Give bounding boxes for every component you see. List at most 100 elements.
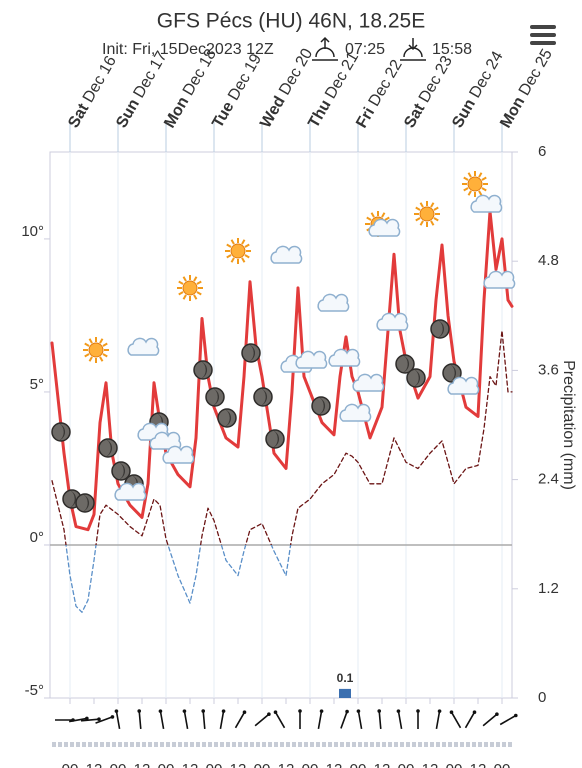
cloud bbox=[352, 373, 385, 392]
wind-cell bbox=[484, 742, 488, 747]
x-tick-label: 00 bbox=[302, 761, 319, 768]
wind-cell bbox=[490, 742, 494, 747]
wind-arrow bbox=[138, 710, 142, 730]
ray bbox=[226, 254, 232, 259]
wind-cell bbox=[406, 742, 410, 747]
moon-disk bbox=[253, 387, 273, 407]
ray bbox=[481, 176, 487, 181]
moon-disk bbox=[75, 493, 95, 513]
moon-shade bbox=[249, 344, 256, 362]
x-tick-label: 12 bbox=[278, 761, 295, 768]
ray bbox=[366, 216, 372, 221]
sun-core bbox=[467, 176, 483, 192]
x-tick-label: 12 bbox=[86, 761, 103, 768]
wind-cell bbox=[436, 742, 440, 747]
ray bbox=[419, 220, 424, 226]
day-date: Dec 19 bbox=[225, 51, 265, 103]
ray bbox=[88, 338, 93, 344]
ray bbox=[88, 356, 93, 362]
cloud bbox=[295, 350, 328, 369]
wind-head bbox=[416, 709, 420, 713]
wind-cell bbox=[274, 742, 278, 747]
ray bbox=[370, 212, 375, 218]
wind-cell bbox=[472, 742, 476, 747]
x-tick-label: 00 bbox=[350, 761, 367, 768]
ray bbox=[430, 202, 435, 208]
moon-icon bbox=[193, 360, 213, 380]
ray bbox=[467, 190, 472, 196]
wind-cell bbox=[376, 742, 380, 747]
x-tick-label: 00 bbox=[110, 761, 127, 768]
wind-cell bbox=[202, 742, 206, 747]
day-date: Dec 22 bbox=[366, 57, 406, 109]
wind-cell bbox=[100, 742, 104, 747]
cloud-icon bbox=[447, 376, 480, 395]
ray bbox=[419, 202, 424, 208]
day-date: Dec 23 bbox=[416, 53, 456, 105]
moon-disk bbox=[265, 429, 285, 449]
wind-cell bbox=[256, 742, 260, 747]
ray bbox=[230, 239, 235, 245]
x-tick-label: 12 bbox=[470, 761, 487, 768]
day-label: Mon Dec 25 bbox=[497, 46, 556, 131]
wind-cell bbox=[316, 742, 320, 747]
wind-head bbox=[495, 712, 499, 717]
wind-head bbox=[201, 709, 206, 713]
ray bbox=[415, 217, 421, 222]
day-label: Sun Dec 24 bbox=[449, 49, 506, 132]
ray bbox=[467, 172, 472, 178]
moon-shade bbox=[414, 369, 421, 387]
ray bbox=[384, 216, 390, 221]
ray bbox=[415, 206, 421, 211]
wind-arrow bbox=[435, 710, 441, 730]
wind-arrow bbox=[159, 710, 165, 730]
menu-button[interactable] bbox=[530, 25, 556, 45]
y-tick-label: 0° bbox=[30, 529, 44, 546]
cloud-icon bbox=[295, 350, 328, 369]
sunset-icon bbox=[400, 38, 426, 61]
moon-icon bbox=[241, 343, 261, 363]
sun-icon bbox=[177, 275, 203, 301]
sunset: 15:58 bbox=[432, 41, 472, 58]
sun-icon bbox=[225, 238, 251, 264]
cloud-icon bbox=[149, 431, 182, 450]
sun-icon bbox=[83, 337, 109, 363]
moon-shade bbox=[201, 361, 208, 379]
plot-frame bbox=[49, 151, 513, 699]
moon-icon bbox=[75, 493, 95, 513]
ray bbox=[433, 206, 439, 211]
cloud-icon bbox=[483, 270, 516, 289]
wind-head bbox=[319, 709, 324, 713]
wind-cell bbox=[322, 742, 326, 747]
ray bbox=[99, 338, 104, 344]
wind-head bbox=[273, 710, 278, 715]
wind-cell bbox=[184, 742, 188, 747]
day-label: Sat Dec 16 bbox=[65, 53, 120, 131]
wind-cell bbox=[172, 742, 176, 747]
cloud-icon bbox=[127, 337, 160, 356]
wind-cell bbox=[328, 742, 332, 747]
wind-head bbox=[437, 709, 442, 713]
wind-cell bbox=[340, 742, 344, 747]
wind-cell bbox=[478, 742, 482, 747]
precip-bar bbox=[339, 688, 351, 698]
wind-cell bbox=[280, 742, 284, 747]
wind-head bbox=[345, 709, 349, 714]
ray bbox=[102, 342, 108, 347]
wind-head bbox=[396, 709, 401, 713]
wind-cell bbox=[454, 742, 458, 747]
wind-cell bbox=[442, 742, 446, 747]
x-tick-label: 12 bbox=[134, 761, 151, 768]
wind-arrow bbox=[234, 711, 246, 729]
wind-cell bbox=[112, 742, 116, 747]
moon-disk bbox=[111, 461, 131, 481]
wind-cell bbox=[70, 742, 74, 747]
sun-core bbox=[182, 280, 198, 296]
ray bbox=[478, 172, 483, 178]
wind-head bbox=[377, 709, 382, 713]
sun-core bbox=[230, 243, 246, 259]
moon-shade bbox=[450, 364, 457, 382]
x-tick-label: 12 bbox=[182, 761, 199, 768]
ray bbox=[182, 294, 187, 300]
wind-head bbox=[85, 716, 89, 721]
